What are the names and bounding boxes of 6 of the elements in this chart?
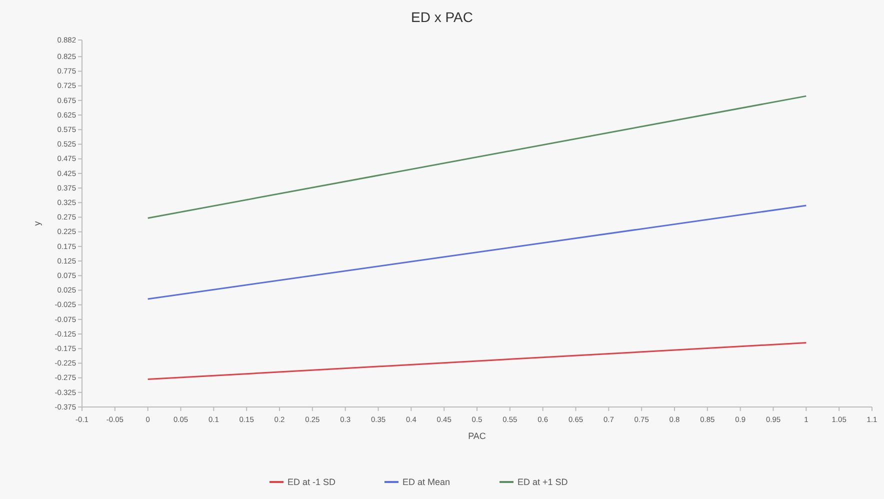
y-axis-title: y	[32, 220, 42, 226]
legend-label: ED at +1 SD	[518, 477, 568, 487]
legend-label: ED at -1 SD	[288, 477, 336, 487]
x-axis-title: PAC	[468, 431, 486, 441]
legend-label: ED at Mean	[402, 477, 450, 487]
chart-title: ED x PAC	[411, 9, 473, 25]
